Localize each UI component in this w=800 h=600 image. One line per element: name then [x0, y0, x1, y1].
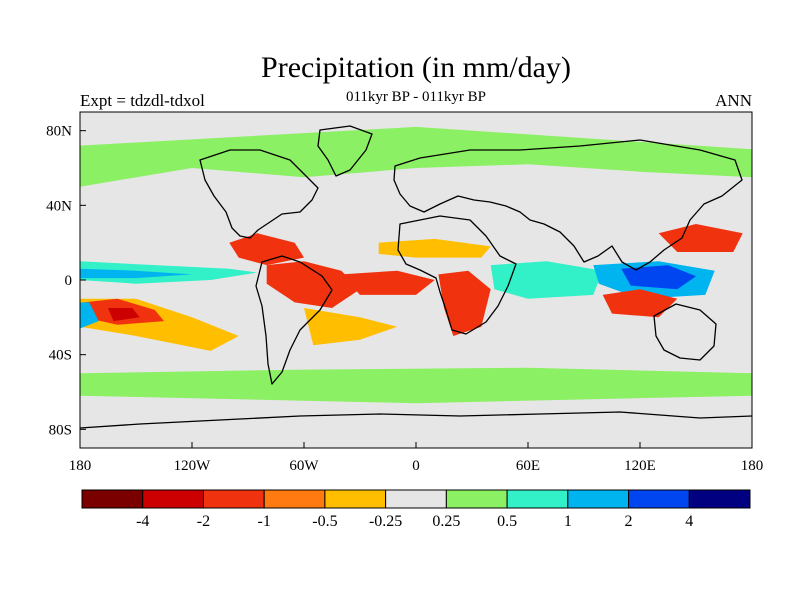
colorbar-box — [628, 489, 690, 509]
map-layers — [80, 112, 752, 448]
colorbar-label: -2 — [197, 513, 210, 530]
colorbar-box — [688, 489, 751, 509]
lon-tick-label: 60E — [516, 458, 540, 474]
colorbar-label: -0.5 — [312, 513, 337, 530]
lon-tick-label: 60W — [289, 458, 319, 474]
lon-tick-label: 180 — [69, 458, 92, 474]
lon-tick-label: 0 — [412, 458, 420, 474]
region-southwest-pacific-dry — [602, 289, 678, 318]
coastline-south-america — [255, 255, 333, 385]
lat-tick-label: 0 — [65, 273, 73, 289]
region-east-pacific-wet — [80, 302, 99, 329]
page-title: Precipitation (in mm/day) — [261, 51, 571, 84]
region-south-pacific-center — [108, 308, 140, 322]
colorbar-box — [445, 489, 508, 509]
lat-tick-label: 40S — [49, 348, 72, 364]
coastline-africa — [397, 215, 517, 335]
lat-tick-label: 80N — [46, 124, 72, 140]
lon-tick-label: 120E — [624, 458, 656, 474]
coastlines — [80, 125, 752, 429]
region-indian-ocean-wet — [490, 261, 603, 299]
colorbar-label: 2 — [625, 513, 633, 530]
region-southern-ocean-wet — [80, 367, 752, 404]
coastline-eurasia — [393, 139, 743, 271]
coastline-north-america — [199, 149, 319, 239]
colorbar-box — [506, 489, 569, 509]
colorbar-box — [567, 489, 630, 509]
coastline-australia — [653, 303, 717, 361]
colorbar-label: 0.5 — [497, 513, 517, 530]
colorbar-box — [202, 489, 265, 509]
coastline-greenland — [317, 125, 373, 177]
region-maritime-continent-core — [621, 265, 696, 290]
lat-tick-label: 80S — [49, 422, 72, 438]
colorbar-box — [263, 489, 326, 509]
lon-tick-label: 120W — [174, 458, 212, 474]
lon-tick-label: 180 — [741, 458, 764, 474]
region-itcz-pacific-core — [80, 268, 192, 279]
colorbar-label: 1 — [564, 513, 572, 530]
precip-regions — [80, 126, 752, 404]
colorbar-box — [142, 489, 204, 509]
region-atlantic-itcz-dry — [341, 270, 435, 295]
lat-tick-label: 40N — [46, 198, 72, 214]
axis-ticks: 180 120W 60W 0 60E 120E 180 80N 40N 0 40S 80S — [46, 124, 763, 474]
region-northern-high-lat-wet — [80, 126, 752, 187]
colorbar-label: 0.25 — [432, 513, 460, 530]
coastline-antarctica — [80, 411, 752, 429]
experiment-label: Expt = tdzdl-tdxol — [80, 91, 205, 110]
colorbar-label: -4 — [136, 513, 149, 530]
region-sahel-dry — [378, 238, 491, 258]
region-south-atlantic-dry — [304, 308, 398, 346]
colorbar-label: -1 — [258, 513, 271, 530]
season-label: ANN — [715, 91, 752, 110]
colorbar: -4 -2 -1 -0.5 -0.25 0.25 0.5 1 2 4 — [81, 489, 751, 530]
page-subtitle: 011kyr BP - 011kyr BP — [345, 89, 486, 105]
colorbar-box — [324, 489, 387, 509]
region-africa-dry — [438, 270, 491, 336]
colorbar-label: -0.25 — [369, 513, 402, 530]
colorbar-box — [81, 489, 144, 509]
colorbar-label: 4 — [685, 513, 693, 530]
colorbar-box — [385, 489, 447, 509]
region-amazon-dry — [266, 261, 360, 308]
region-west-pacific-dry — [658, 224, 743, 252]
